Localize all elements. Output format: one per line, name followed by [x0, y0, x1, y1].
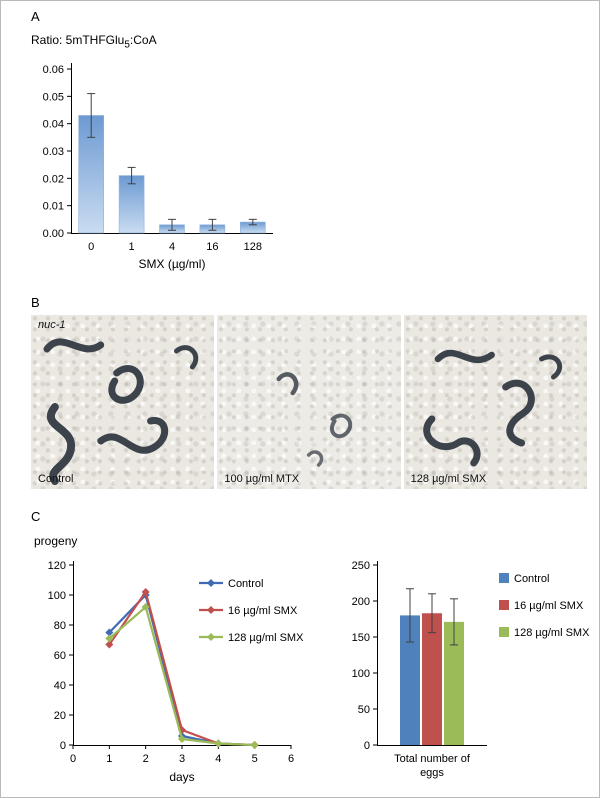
- svg-text:eggs: eggs: [420, 767, 444, 779]
- svg-text:250: 250: [352, 560, 370, 572]
- panel-a-label: A: [31, 9, 40, 24]
- svg-text:0: 0: [60, 740, 66, 752]
- worms-control-illustration: [43, 338, 199, 485]
- strain-label: nuc-1: [38, 319, 66, 331]
- micrograph-control: nuc-1 Control: [31, 315, 215, 489]
- smx-ratio-bar-chart: 0.00 0.01 0.02 0.03 0.04 0.05 0.06 0 1 4 16 128 SMX …: [43, 63, 273, 271]
- caption-control: Control: [38, 473, 74, 485]
- panel-a-title: Ratio: 5mTHFGlu5:CoA: [31, 33, 157, 50]
- eggs-bar-chart: 0 50 100 150 200 250 Total number of eggs Contro…: [352, 560, 590, 779]
- svg-text:Control: Control: [228, 578, 263, 590]
- svg-text:Total number of: Total number of: [394, 753, 471, 765]
- svg-text:128 µg/ml SMX: 128 µg/ml SMX: [228, 632, 304, 644]
- svg-text:6: 6: [288, 753, 294, 765]
- micrograph-smx: 128 µg/ml SMX: [403, 315, 587, 489]
- svg-text:20: 20: [54, 710, 66, 722]
- svg-text:1: 1: [106, 753, 112, 765]
- svg-text:3: 3: [179, 753, 185, 765]
- svg-text:2: 2: [143, 753, 149, 765]
- svg-text:4: 4: [169, 241, 175, 253]
- svg-text:0.01: 0.01: [43, 201, 64, 213]
- svg-text:120: 120: [48, 560, 66, 572]
- title-subscript: 5: [124, 39, 130, 51]
- svg-text:16: 16: [206, 241, 218, 253]
- title-post-text: :CoA: [129, 33, 157, 47]
- svg-text:days: days: [169, 770, 194, 784]
- svg-text:0.03: 0.03: [43, 146, 64, 158]
- svg-text:5: 5: [252, 753, 258, 765]
- title-pre-text: Ratio: 5mTHFGlu: [31, 33, 125, 47]
- svg-text:128: 128: [244, 241, 262, 253]
- svg-text:80: 80: [54, 620, 66, 632]
- svg-text:150: 150: [352, 632, 370, 644]
- svg-text:4: 4: [215, 753, 221, 765]
- progeny-line-chart: 0 20 40 60 80 100 120 0 1 2 3 4 5 6 Control 16 µg/ml SM…: [48, 560, 304, 784]
- svg-text:128 µg/ml SMX: 128 µg/ml SMX: [514, 627, 590, 639]
- caption-mtx: 100 µg/ml MTX: [224, 473, 300, 485]
- caption-smx: 128 µg/ml SMX: [410, 473, 487, 485]
- svg-text:0: 0: [364, 740, 370, 752]
- worms-smx-illustration: [422, 349, 562, 467]
- micrograph-strip: nuc-1 Control 100 µg/ml MTX 128 µg/ml SM…: [31, 315, 587, 489]
- worms-mtx-illustration: [276, 372, 353, 467]
- svg-text:0.06: 0.06: [43, 64, 64, 76]
- progeny-axis-title: progeny: [34, 534, 78, 548]
- svg-text:0.00: 0.00: [43, 228, 64, 240]
- svg-text:16 µg/ml SMX: 16 µg/ml SMX: [228, 605, 298, 617]
- svg-text:200: 200: [352, 596, 370, 608]
- svg-text:40: 40: [54, 680, 66, 692]
- svg-text:16 µg/ml SMX: 16 µg/ml SMX: [514, 600, 584, 612]
- svg-text:1: 1: [129, 241, 135, 253]
- svg-text:0.05: 0.05: [43, 91, 64, 103]
- panel-b-label: B: [31, 295, 40, 310]
- svg-text:100: 100: [48, 590, 66, 602]
- svg-text:SMX (µg/ml): SMX (µg/ml): [139, 257, 206, 271]
- svg-text:50: 50: [358, 704, 370, 716]
- micrograph-mtx: 100 µg/ml MTX: [217, 315, 401, 489]
- svg-text:0: 0: [88, 241, 94, 253]
- svg-text:100: 100: [352, 668, 370, 680]
- svg-text:0: 0: [70, 753, 76, 765]
- panel-c-label: C: [31, 509, 41, 524]
- svg-text:0.04: 0.04: [43, 119, 64, 131]
- svg-text:0.02: 0.02: [43, 173, 64, 185]
- svg-text:60: 60: [54, 650, 66, 662]
- svg-text:Control: Control: [514, 573, 549, 585]
